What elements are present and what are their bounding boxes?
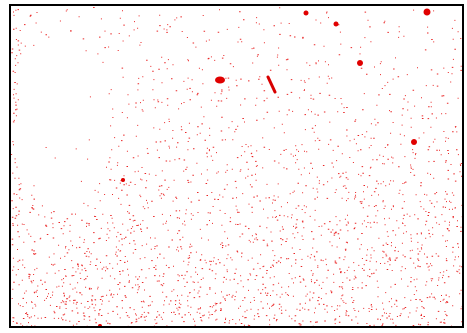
blot bbox=[333, 21, 339, 27]
blot bbox=[411, 139, 417, 145]
frame bbox=[9, 4, 464, 328]
blot bbox=[423, 8, 431, 16]
blot bbox=[121, 178, 125, 182]
blot bbox=[215, 76, 225, 84]
blot bbox=[303, 10, 309, 16]
streak bbox=[266, 75, 277, 94]
blot bbox=[357, 60, 363, 66]
